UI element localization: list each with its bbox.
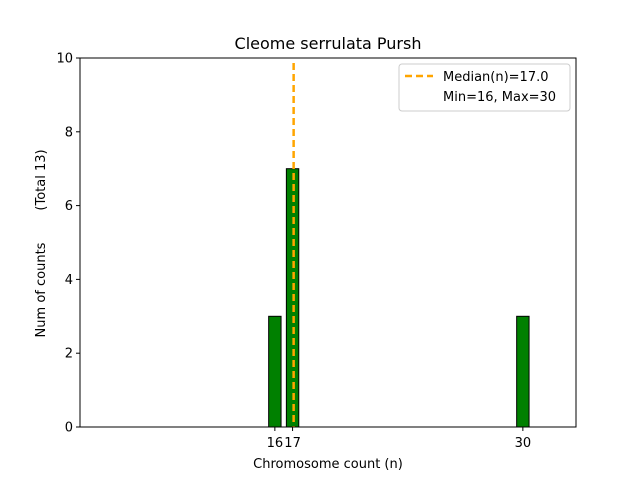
chart-title: Cleome serrulata Pursh bbox=[235, 34, 422, 53]
y-tick-label-8: 8 bbox=[65, 125, 73, 140]
legend-range-label: Min=16, Max=30 bbox=[443, 90, 556, 105]
legend-box bbox=[398, 63, 571, 112]
x-tick-label-16: 16 bbox=[267, 436, 284, 451]
bar-16 bbox=[268, 315, 282, 428]
x-tick-label-30: 30 bbox=[515, 436, 532, 451]
y-tick-label-10: 10 bbox=[56, 52, 73, 67]
y-tick-label-4: 4 bbox=[65, 273, 73, 288]
y-tick-label-2: 2 bbox=[65, 347, 73, 362]
y-tick-label-0: 0 bbox=[65, 421, 73, 436]
y-axis-total-label: (Total 13) bbox=[34, 149, 49, 210]
x-axis-ticks: 16 17 30 bbox=[267, 427, 532, 451]
plot-frame bbox=[79, 57, 577, 428]
legend-median-label: Median(n)=17.0 bbox=[443, 70, 549, 85]
y-axis-label: Num of counts bbox=[34, 242, 49, 337]
y-tick-label-6: 6 bbox=[65, 199, 73, 214]
x-tick-label-17: 17 bbox=[284, 436, 301, 451]
x-axis-label: Chromosome count (n) bbox=[253, 457, 403, 472]
legend: Median(n)=17.0 Min=16, Max=30 bbox=[398, 63, 571, 112]
bars-layer bbox=[80, 168, 559, 428]
y-axis-ticks: 0 2 4 6 8 10 bbox=[56, 52, 80, 436]
bar-30 bbox=[516, 315, 530, 428]
